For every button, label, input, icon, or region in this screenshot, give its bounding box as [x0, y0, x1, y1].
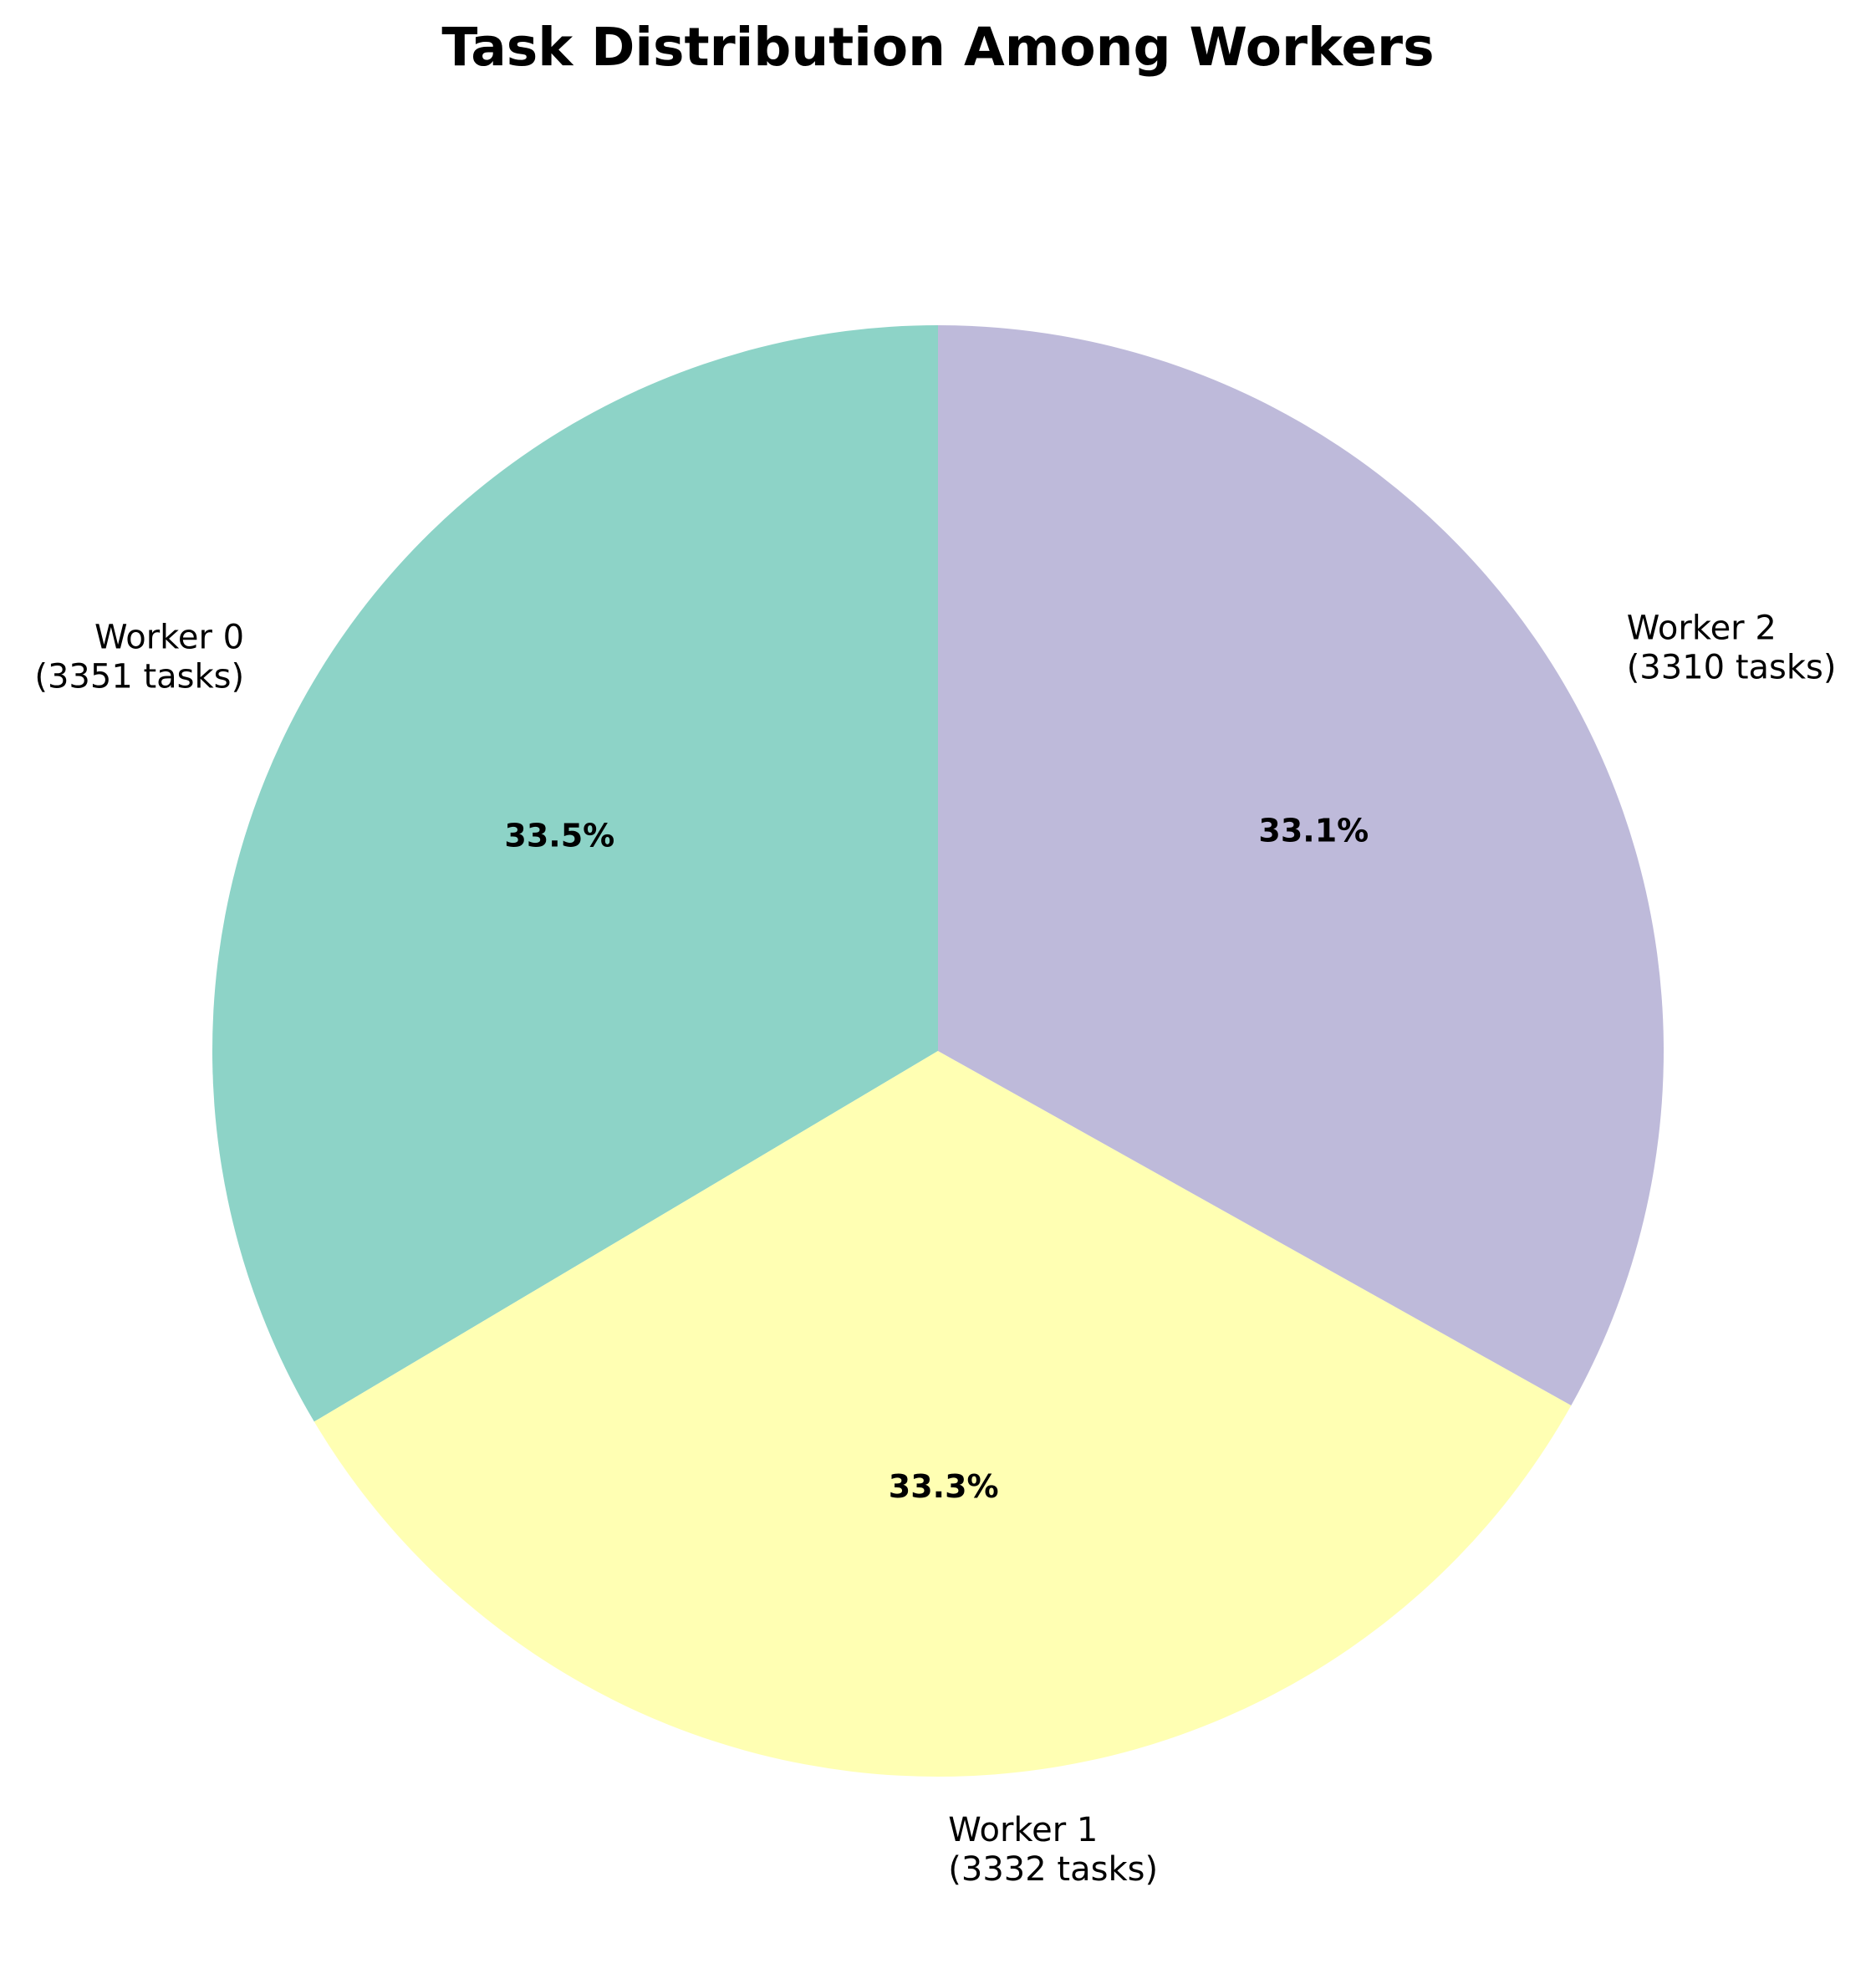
- slice-label-name: Worker 2: [1627, 609, 1777, 648]
- pie-slice-worker-0: [212, 325, 938, 1422]
- slice-label-name: Worker 1: [948, 1811, 1098, 1849]
- slice-label-worker-0: Worker 0 (3351 tasks): [34, 618, 244, 696]
- pct-label-worker-1: 33.3%: [889, 1468, 999, 1505]
- slice-label-worker-1: Worker 1 (3332 tasks): [948, 1811, 1158, 1889]
- slice-label-count: (3310 tasks): [1627, 649, 1837, 687]
- chart-title: Task Distribution Among Workers: [441, 17, 1434, 78]
- slice-label-count: (3351 tasks): [34, 657, 244, 696]
- pie-labels: 33.5%Worker 0 (3351 tasks)33.3%Worker 1 (3…: [34, 609, 1836, 1890]
- pie-slice-worker-2: [938, 325, 1664, 1406]
- slice-label-count: (3332 tasks): [948, 1850, 1158, 1889]
- pct-label-worker-0: 33.5%: [504, 817, 614, 854]
- pie-slice-worker-1: [314, 1051, 1572, 1777]
- slice-label-name: Worker 0: [94, 618, 244, 656]
- slice-label-worker-2: Worker 2 (3310 tasks): [1627, 609, 1837, 687]
- pie-slices: [212, 325, 1664, 1777]
- pct-label-worker-2: 33.1%: [1258, 813, 1369, 849]
